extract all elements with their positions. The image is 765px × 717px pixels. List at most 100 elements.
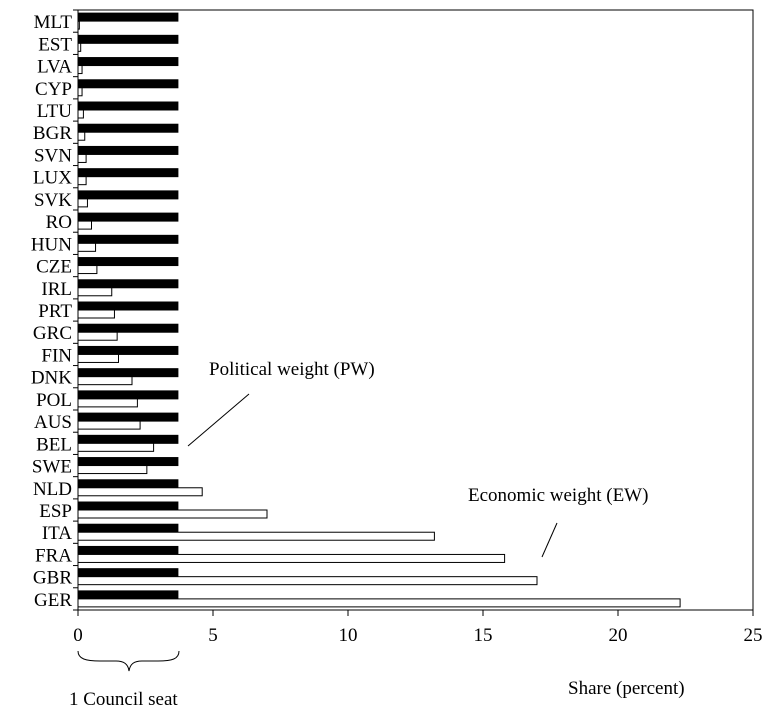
bar-pw-prt	[77, 301, 179, 311]
bar-ew-ro	[77, 220, 92, 230]
bar-ew-lva	[77, 65, 83, 75]
category-label: CYP	[35, 79, 72, 100]
bar-ew-swe	[77, 465, 148, 475]
bar-ew-prt	[77, 309, 115, 319]
bar-ew-cyp	[77, 87, 83, 97]
bar-pw-dnk	[77, 368, 179, 378]
category-label: IRL	[41, 279, 72, 300]
x-tick-label: 20	[609, 625, 628, 646]
category-label: HUN	[31, 234, 72, 255]
bar-pw-svn	[77, 145, 179, 155]
category-label: SVK	[34, 190, 72, 211]
bar-pw-cyp	[77, 79, 179, 89]
bar-ew-irl	[77, 287, 113, 297]
x-tick-label: 0	[73, 625, 83, 646]
bar-ew-est	[77, 42, 82, 52]
category-label: BGR	[33, 123, 72, 144]
bar-pw-nld	[77, 479, 179, 489]
category-label: MLT	[34, 12, 73, 33]
bar-ew-bgr	[77, 131, 86, 141]
political-weight-annotation: Political weight (PW)	[209, 359, 375, 380]
bar-ew-lux	[77, 176, 87, 186]
bar-pw-bel	[77, 434, 179, 444]
category-label: EST	[38, 34, 72, 55]
bar-pw-fra	[77, 545, 179, 555]
bar-pw-hun	[77, 234, 179, 244]
category-label: AUS	[34, 412, 72, 433]
plot-frame	[77, 9, 754, 611]
bar-pw-irl	[77, 279, 179, 289]
category-label: PRT	[38, 301, 72, 322]
council-seat-brace	[77, 650, 180, 672]
category-label: BEL	[36, 434, 72, 455]
category-label: LVA	[37, 57, 72, 78]
x-axis-label: Share (percent)	[568, 678, 685, 699]
x-axis-tick-labels: 0 5 10 15 20 25	[73, 625, 762, 646]
bar-ew-svk	[77, 198, 88, 208]
bar-pw-lux	[77, 168, 179, 178]
x-axis-ticks	[77, 610, 754, 616]
bar-pw-ltu	[77, 101, 179, 111]
category-label: ESP	[39, 501, 72, 522]
category-label: FRA	[35, 545, 72, 566]
bars-group	[77, 12, 681, 608]
bar-pw-ger	[77, 590, 179, 600]
category-label: GRC	[33, 323, 72, 344]
category-label: RO	[46, 212, 72, 233]
category-label: CZE	[36, 257, 72, 278]
bar-pw-pol	[77, 390, 179, 400]
x-tick-label: 10	[339, 625, 358, 646]
x-tick-label: 25	[744, 625, 763, 646]
category-label: SVN	[34, 145, 72, 166]
category-label: FIN	[41, 345, 72, 366]
bar-ew-pol	[77, 398, 138, 408]
x-tick-label: 5	[208, 625, 218, 646]
category-ticks	[73, 9, 78, 611]
bar-pw-esp	[77, 501, 179, 511]
bar-pw-svk	[77, 190, 179, 200]
category-label: GER	[34, 590, 72, 611]
bar-ew-ltu	[77, 109, 84, 119]
bar-ew-grc	[77, 331, 118, 341]
category-label: ITA	[42, 523, 72, 544]
bar-pw-aus	[77, 412, 179, 422]
category-label: SWE	[32, 457, 72, 478]
bar-ew-fra	[77, 553, 506, 563]
category-labels: MLTESTLVACYPLTUBGRSVNLUXSVKROHUNCZEIRLPR…	[31, 12, 73, 611]
political-weight-pointer	[187, 393, 250, 447]
bar-ew-cze	[77, 265, 98, 275]
council-seat-label: 1 Council seat	[69, 689, 178, 710]
category-label: NLD	[33, 479, 72, 500]
bar-pw-grc	[77, 323, 179, 333]
bar-pw-ro	[77, 212, 179, 222]
bar-pw-mlt	[77, 12, 179, 22]
category-label: LUX	[33, 168, 72, 189]
bar-ew-ger	[77, 598, 681, 608]
category-label: GBR	[33, 568, 72, 589]
category-label: LTU	[37, 101, 72, 122]
bar-ew-svn	[77, 153, 87, 163]
bar-ew-aus	[77, 420, 141, 430]
bar-ew-gbr	[77, 576, 538, 586]
category-label: POL	[36, 390, 72, 411]
bar-pw-cze	[77, 257, 179, 267]
bar-pw-bgr	[77, 123, 179, 133]
bar-pw-lva	[77, 57, 179, 67]
category-label: DNK	[31, 368, 72, 389]
bar-ew-dnk	[77, 376, 133, 386]
x-tick-label: 15	[474, 625, 493, 646]
bar-ew-hun	[77, 242, 97, 252]
economic-weight-pointer	[541, 522, 558, 558]
bar-ew-mlt	[77, 20, 80, 30]
bar-ew-ita	[77, 531, 435, 541]
bar-ew-esp	[77, 509, 268, 519]
bar-pw-fin	[77, 345, 179, 355]
bar-ew-fin	[77, 353, 119, 363]
bar-pw-ita	[77, 523, 179, 533]
bar-pw-gbr	[77, 568, 179, 578]
bar-pw-swe	[77, 457, 179, 467]
bar-ew-bel	[77, 442, 155, 452]
bar-ew-nld	[77, 487, 203, 497]
economic-weight-annotation: Economic weight (EW)	[468, 485, 648, 506]
